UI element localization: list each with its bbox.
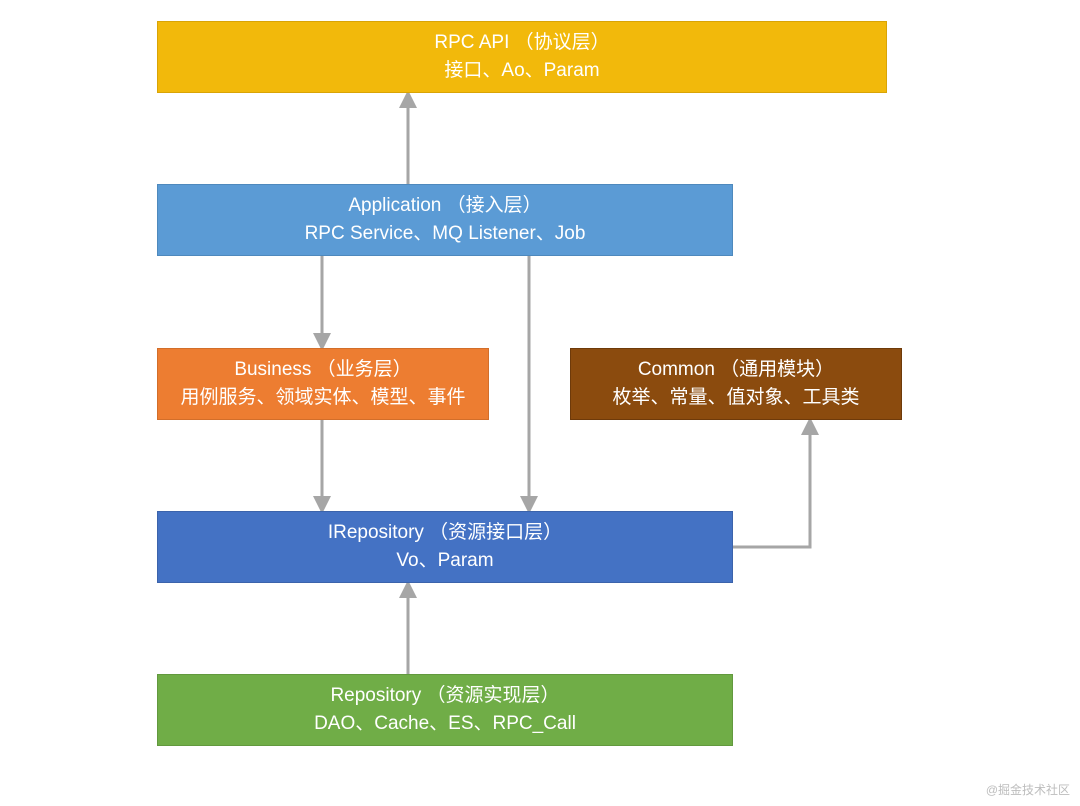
layer-subtitle: Vo、Param (396, 547, 493, 576)
layer-application: Application （接入层） RPC Service、MQ Listene… (157, 184, 733, 256)
layer-irepository: IRepository （资源接口层） Vo、Param (157, 511, 733, 583)
layer-repository: Repository （资源实现层） DAO、Cache、ES、RPC_Call (157, 674, 733, 746)
layer-rpc-api: RPC API （协议层） 接口、Ao、Param (157, 21, 887, 93)
layer-business: Business （业务层） 用例服务、领域实体、模型、事件 (157, 348, 489, 420)
layer-subtitle: 枚举、常量、值对象、工具类 (612, 384, 859, 413)
arrow-irepository-to-common (733, 420, 810, 547)
layer-title: Repository （资源实现层） (330, 682, 559, 711)
layer-common: Common （通用模块） 枚举、常量、值对象、工具类 (570, 348, 902, 420)
layer-subtitle: DAO、Cache、ES、RPC_Call (314, 710, 576, 739)
watermark: @掘金技术社区 (986, 781, 1070, 798)
layer-subtitle: RPC Service、MQ Listener、Job (305, 220, 586, 249)
layer-title: Business （业务层） (234, 356, 411, 385)
layer-subtitle: 接口、Ao、Param (444, 57, 599, 86)
layer-title: RPC API （协议层） (434, 29, 609, 58)
layer-title: IRepository （资源接口层） (328, 519, 562, 548)
layer-title: Common （通用模块） (638, 356, 834, 385)
layer-subtitle: 用例服务、领域实体、模型、事件 (180, 384, 465, 413)
layer-title: Application （接入层） (348, 192, 541, 221)
